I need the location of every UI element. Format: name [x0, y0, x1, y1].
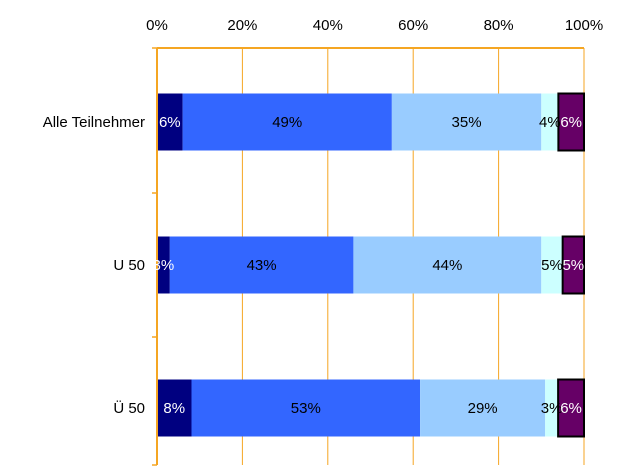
x-tick-label-80: 80% [484, 17, 514, 34]
bar-segment-1-4 [561, 235, 586, 295]
bar-segment-2-1 [191, 379, 421, 437]
bar-segment-0-2 [391, 93, 542, 151]
bar-segment-0-1 [182, 93, 392, 151]
data-label-0-0: 6% [159, 114, 181, 131]
data-label-1-2: 44% [432, 257, 462, 274]
bar-segment-0-3 [541, 93, 559, 151]
data-label-0-2: 35% [452, 114, 482, 131]
x-tick-label-20: 20% [227, 17, 257, 34]
data-label-2-3: 3% [541, 400, 563, 417]
bar-segment-2-0 [157, 379, 192, 437]
data-label-1-4: 5% [562, 257, 584, 274]
x-tick-label-100: 100% [565, 17, 603, 34]
data-label-2-2: 29% [468, 400, 498, 417]
bar-segment-0-4 [557, 92, 586, 152]
data-label-1-3: 5% [541, 257, 563, 274]
bar-segment-0-0 [157, 93, 183, 151]
data-label-1-1: 43% [247, 257, 277, 274]
bar-segment-1-0 [157, 236, 170, 294]
bar-segment-2-2 [420, 379, 546, 437]
category-label-2: Ü 50 [113, 399, 145, 417]
x-tick-label-60: 60% [398, 17, 428, 34]
data-label-0-4: 6% [560, 114, 582, 131]
category-labels: Alle Teilnehmer U 50 Ü 50 [43, 114, 145, 417]
x-tick-label-0: 0% [146, 17, 168, 34]
bar-segment-2-4 [557, 378, 586, 438]
axes [152, 47, 584, 466]
data-label-1-0: 3% [153, 257, 175, 274]
data-label-0-1: 49% [272, 114, 302, 131]
category-label-0: Alle Teilnehmer [43, 114, 145, 131]
bar-segment-1-3 [541, 236, 563, 294]
data-label-2-0: 8% [163, 400, 185, 417]
bar-segment-2-3 [545, 379, 559, 437]
x-tick-labels: 0% 20% 40% 60% 80% 100% [146, 17, 603, 34]
category-label-1: U 50 [113, 257, 145, 274]
x-tick-label-40: 40% [313, 17, 343, 34]
data-label-0-3: 4% [539, 114, 561, 131]
bars [157, 92, 586, 438]
bar-segment-1-1 [169, 236, 354, 294]
data-label-2-1: 53% [291, 400, 321, 417]
bar-segment-1-2 [353, 236, 542, 294]
data-labels: 6% 49% 35% 4% 6%3% 43% 44% 5% 5%8% 53% 29% 3%6% [153, 114, 585, 417]
data-label-2-4: 6% [560, 400, 582, 417]
